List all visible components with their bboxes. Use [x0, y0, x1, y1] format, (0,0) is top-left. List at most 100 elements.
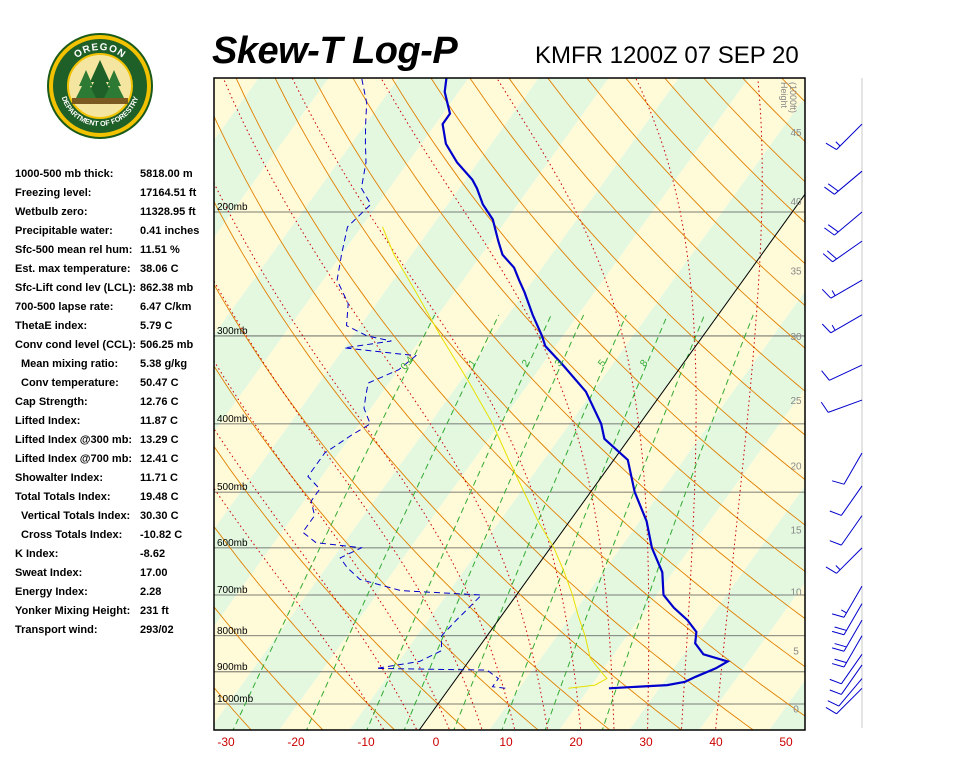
- dry-adiabat: [214, 200, 683, 730]
- height-axis-label: (1000ft): [788, 82, 798, 113]
- moist-adiabat: [715, 78, 763, 730]
- dry-adiabat: [430, 78, 805, 481]
- height-tick-label: 45: [790, 128, 802, 139]
- stat-value: 17.00: [140, 567, 168, 579]
- mixing-ratio-line: [453, 314, 627, 730]
- stat-label: Sfc-Lift cond lev (LCL):: [15, 282, 136, 294]
- height-tick-label: 25: [790, 396, 802, 407]
- stat-value: 11328.95 ft: [140, 206, 196, 218]
- x-tick-label: 50: [779, 735, 793, 749]
- stat-value: 13.29 C: [140, 434, 179, 446]
- stat-value: 5818.00 m: [140, 168, 193, 180]
- stat-value: 12.41 C: [140, 453, 179, 465]
- pressure-label: 600mb: [217, 538, 248, 549]
- station-time-label: KMFR 1200Z 07 SEP 20: [535, 42, 799, 69]
- stat-value: 293/02: [140, 624, 174, 636]
- wind-barb-flag: [829, 678, 842, 685]
- wind-barb-flag: [834, 626, 847, 631]
- mixing-ratio-label: 2: [520, 358, 532, 370]
- stat-value: 11.71 C: [140, 472, 178, 484]
- height-tick-label: 5: [793, 647, 799, 658]
- stat-label: Sweat Index:: [15, 567, 83, 579]
- wind-barb-half-flag: [835, 141, 841, 147]
- moist-adiabat: [214, 360, 451, 730]
- wind-barb-flag: [825, 566, 837, 574]
- wind-barb-flag: [831, 480, 845, 485]
- moist-adiabat: [214, 487, 385, 730]
- height-axis-label: Height: [779, 82, 789, 109]
- mixing-ratio-line: [544, 314, 705, 730]
- stat-label: 700-500 lapse rate:: [15, 301, 114, 313]
- stat-label: Transport wind:: [15, 624, 98, 636]
- stat-value: -10.82 C: [140, 529, 183, 541]
- stat-label: Freezing level:: [15, 187, 92, 199]
- mixing-ratio-label: 1: [467, 358, 479, 370]
- stat-label: ThetaE index:: [15, 320, 88, 332]
- stat-value: 30.30 C: [140, 510, 179, 522]
- stat-label: Est. max temperature:: [15, 263, 131, 275]
- stat-row: Conv cond level (CCL): 506.25 mb: [15, 339, 215, 358]
- stat-row: Total Totals Index: 19.48 C: [15, 491, 215, 510]
- temperature-band: [699, 583, 805, 730]
- dry-adiabat: [825, 0, 960, 733]
- dry-adiabat: [352, 78, 805, 572]
- wind-barb-flag: [831, 647, 845, 652]
- pressure-label: 900mb: [217, 662, 248, 673]
- stat-row: Precipitable water: 0.41 inches: [15, 225, 215, 244]
- dry-adiabat: [547, 78, 805, 349]
- stat-row: Sfc-Lift cond lev (LCL): 862.38 mb: [15, 282, 215, 301]
- stat-row: Transport wind: 293/02: [15, 624, 215, 643]
- stat-row: Lifted Index @700 mb: 12.41 C: [15, 453, 215, 472]
- wind-barb-flag: [831, 663, 845, 668]
- wind-barb: [831, 635, 863, 668]
- wind-barb: [825, 547, 863, 574]
- sounding-profiles: [302, 78, 731, 690]
- x-axis-tick-labels: -30 -20 -10 0 10 20 30 40 50: [217, 735, 793, 749]
- wind-barb-flag: [831, 630, 845, 636]
- wind-barb-staff: [836, 687, 863, 715]
- wind-barb-staff: [828, 399, 863, 413]
- temperature-band: [0, 58, 133, 750]
- stat-row: Showalter Index: 11.71 C: [15, 472, 215, 491]
- stat-label: Yonker Mixing Height:: [15, 605, 131, 617]
- wind-barb-staff: [843, 635, 863, 668]
- height-tick-label: 20: [790, 461, 802, 472]
- stat-row: Sweat Index: 17.00: [15, 567, 215, 586]
- wind-barb: [827, 678, 863, 707]
- wind-barb-staff: [843, 585, 863, 618]
- wind-barb-flag: [834, 658, 847, 664]
- temperature-band: [0, 58, 203, 750]
- temperature-band: [489, 291, 805, 730]
- dry-adiabat: [469, 78, 805, 436]
- dry-adiabat: [313, 78, 805, 620]
- mixing-ratio-line: [403, 314, 585, 730]
- mixing-ratio-line: [232, 314, 436, 730]
- wind-barb: [822, 240, 863, 263]
- stat-value: 231 ft: [140, 605, 169, 617]
- mixing-ratio-label: 3: [553, 358, 565, 370]
- temperature-band: [559, 388, 805, 730]
- temperature-band: [769, 680, 805, 730]
- temperature-band: [0, 58, 63, 750]
- x-tick-label: 0: [433, 735, 440, 749]
- stat-value: 11.51 %: [140, 244, 180, 256]
- stat-row: Freezing level: 17164.51 ft: [15, 187, 215, 206]
- stat-row: K Index: -8.62: [15, 548, 215, 567]
- wind-barb-staff: [836, 547, 863, 574]
- mixing-ratio-line: [501, 314, 668, 730]
- pressure-label: 300mb: [217, 326, 248, 337]
- plot-frame: [213, 77, 806, 731]
- stat-row: Conv temperature: 50.47 C: [15, 377, 215, 396]
- stat-label: 1000-500 mb thick:: [15, 168, 114, 180]
- height-tick-label: 0: [793, 705, 799, 716]
- wind-barb-flag: [824, 227, 835, 236]
- stat-row: Yonker Mixing Height: 231 ft: [15, 605, 215, 624]
- mixing-ratio-line: [601, 314, 754, 730]
- wind-barb-flag: [829, 689, 842, 695]
- wind-barb: [824, 170, 863, 195]
- stat-value: 5.79 C: [140, 320, 173, 332]
- stat-row: 1000-500 mb thick: 5818.00 m: [15, 168, 215, 187]
- sounding-indices-panel: 1000-500 mb thick: 5818.00 m Freezing leve…: [15, 168, 215, 643]
- dry-adiabat: [214, 365, 539, 730]
- wind-barb-staff: [838, 678, 863, 707]
